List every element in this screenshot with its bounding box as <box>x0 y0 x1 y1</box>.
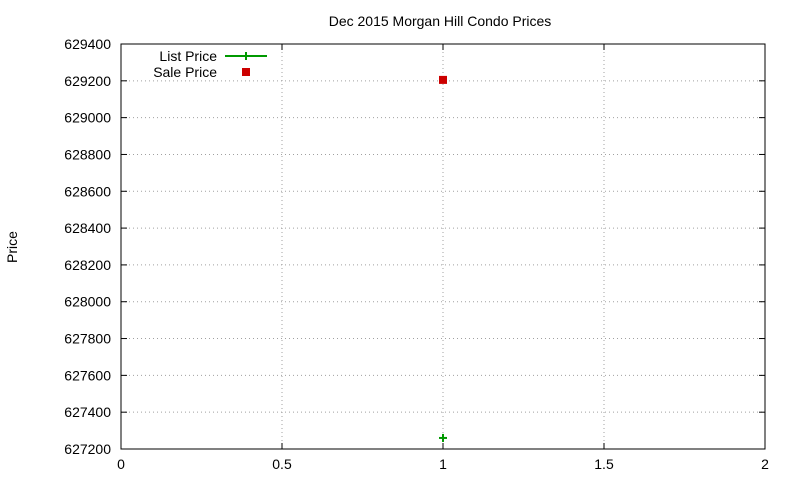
y-axis-label: Price <box>4 231 20 263</box>
x-tick-label: 2 <box>761 456 769 472</box>
y-tick-label: 629000 <box>64 110 111 126</box>
list-price-point <box>439 433 447 442</box>
y-tick-label: 629400 <box>64 36 111 52</box>
x-tick-label: 1 <box>439 456 447 472</box>
y-axis-tick-labels: 627200 627400 627600 627800 628000 628200 6284… <box>64 36 111 457</box>
chart-title: Dec 2015 Morgan Hill Condo Prices <box>329 13 552 29</box>
x-tick-label: 1.5 <box>594 456 614 472</box>
axis-ticks <box>120 43 766 450</box>
y-tick-label: 627600 <box>64 367 111 383</box>
y-tick-label: 627800 <box>64 331 111 347</box>
x-axis-tick-labels: 0 0.5 1 1.5 2 <box>117 456 769 472</box>
y-tick-label: 628200 <box>64 257 111 273</box>
x-tick-label: 0.5 <box>272 456 292 472</box>
grid-lines <box>121 44 765 449</box>
y-tick-label: 629200 <box>64 73 111 89</box>
sale-price-point <box>439 75 447 84</box>
y-tick-label: 628000 <box>64 294 111 310</box>
x-tick-label: 0 <box>117 456 125 472</box>
y-tick-label: 627400 <box>64 404 111 420</box>
y-tick-label: 628800 <box>64 146 111 162</box>
data-points <box>439 75 447 442</box>
legend-label: List Price <box>159 48 217 64</box>
y-tick-label: 627200 <box>64 441 111 457</box>
legend-label: Sale Price <box>153 64 217 80</box>
y-tick-label: 628600 <box>64 183 111 199</box>
legend-square-marker <box>242 68 250 76</box>
y-tick-label: 628400 <box>64 220 111 236</box>
legend-plus-marker <box>242 52 250 60</box>
